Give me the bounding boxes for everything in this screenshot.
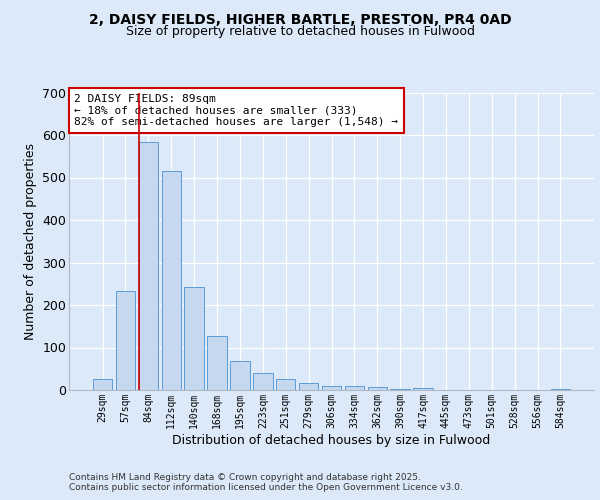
Bar: [93, 380, 112, 390]
Bar: [368, 386, 387, 390]
Text: Contains HM Land Registry data © Crown copyright and database right 2025.: Contains HM Land Registry data © Crown c…: [69, 474, 421, 482]
Bar: [253, 373, 272, 390]
Bar: [116, 291, 135, 390]
Text: 2, DAISY FIELDS, HIGHER BARTLE, PRESTON, PR4 0AD: 2, DAISY FIELDS, HIGHER BARTLE, PRESTON,…: [89, 12, 511, 26]
Bar: [322, 386, 341, 390]
Bar: [276, 379, 295, 390]
Text: 2 DAISY FIELDS: 89sqm
← 18% of detached houses are smaller (333)
82% of semi-det: 2 DAISY FIELDS: 89sqm ← 18% of detached …: [74, 94, 398, 127]
Bar: [230, 361, 250, 390]
Text: Size of property relative to detached houses in Fulwood: Size of property relative to detached ho…: [125, 25, 475, 38]
X-axis label: Distribution of detached houses by size in Fulwood: Distribution of detached houses by size …: [172, 434, 491, 446]
Bar: [184, 287, 204, 390]
Y-axis label: Number of detached properties: Number of detached properties: [23, 143, 37, 340]
Bar: [413, 388, 433, 390]
Text: Contains public sector information licensed under the Open Government Licence v3: Contains public sector information licen…: [69, 484, 463, 492]
Bar: [299, 383, 319, 390]
Bar: [161, 171, 181, 390]
Bar: [344, 386, 364, 390]
Bar: [391, 388, 410, 390]
Bar: [139, 142, 158, 390]
Bar: [551, 388, 570, 390]
Bar: [208, 336, 227, 390]
